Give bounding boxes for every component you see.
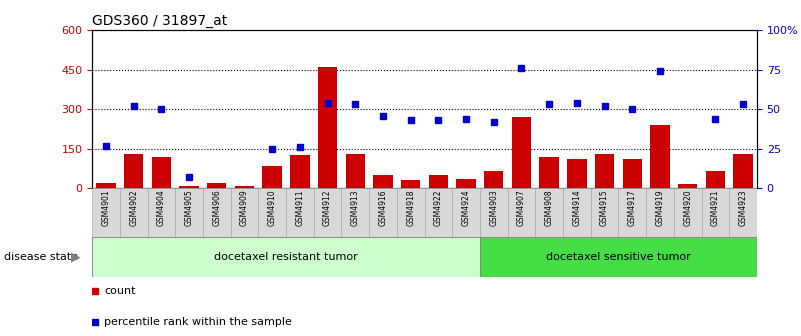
Bar: [92, 237, 480, 277]
Bar: [650, 125, 670, 188]
Text: GSM4915: GSM4915: [600, 190, 609, 226]
Bar: [453, 188, 480, 237]
Bar: [207, 183, 227, 188]
Text: count: count: [104, 286, 135, 296]
Bar: [175, 188, 203, 237]
Bar: [425, 188, 453, 237]
Bar: [706, 171, 725, 188]
Text: GSM4913: GSM4913: [351, 190, 360, 226]
Bar: [540, 157, 559, 188]
Text: GSM4910: GSM4910: [268, 190, 276, 226]
Bar: [263, 166, 282, 188]
Bar: [618, 188, 646, 237]
Text: percentile rank within the sample: percentile rank within the sample: [104, 317, 292, 327]
Text: GSM4907: GSM4907: [517, 190, 526, 226]
Text: GSM4906: GSM4906: [212, 190, 221, 226]
Bar: [179, 186, 199, 188]
Bar: [124, 154, 143, 188]
Text: docetaxel sensitive tumor: docetaxel sensitive tumor: [546, 252, 690, 262]
Text: GSM4909: GSM4909: [240, 190, 249, 226]
Text: ▶: ▶: [70, 251, 80, 263]
Bar: [535, 188, 563, 237]
Bar: [147, 188, 175, 237]
Bar: [235, 185, 254, 188]
Bar: [484, 171, 504, 188]
Bar: [120, 188, 147, 237]
Bar: [96, 183, 115, 188]
Text: GSM4902: GSM4902: [129, 190, 138, 226]
Text: GSM4912: GSM4912: [323, 190, 332, 226]
Bar: [729, 188, 757, 237]
Text: GSM4916: GSM4916: [379, 190, 388, 226]
Text: GDS360 / 31897_at: GDS360 / 31897_at: [92, 14, 227, 28]
Bar: [429, 175, 448, 188]
Bar: [595, 154, 614, 188]
Bar: [401, 180, 421, 188]
Bar: [480, 237, 757, 277]
Bar: [341, 188, 369, 237]
Bar: [563, 188, 590, 237]
Text: GSM4919: GSM4919: [655, 190, 665, 226]
Bar: [151, 157, 171, 188]
Bar: [314, 188, 341, 237]
Bar: [203, 188, 231, 237]
Text: GSM4905: GSM4905: [184, 190, 194, 226]
Text: GSM4921: GSM4921: [711, 190, 720, 226]
Bar: [567, 159, 586, 188]
Bar: [318, 67, 337, 188]
Text: GSM4914: GSM4914: [573, 190, 582, 226]
Bar: [512, 117, 531, 188]
Bar: [369, 188, 396, 237]
Bar: [396, 188, 425, 237]
Bar: [258, 188, 286, 237]
Text: GSM4911: GSM4911: [296, 190, 304, 226]
Bar: [678, 184, 698, 188]
Text: GSM4904: GSM4904: [157, 190, 166, 226]
Bar: [734, 154, 753, 188]
Text: GSM4923: GSM4923: [739, 190, 747, 226]
Bar: [480, 188, 508, 237]
Text: GSM4908: GSM4908: [545, 190, 553, 226]
Text: GSM4918: GSM4918: [406, 190, 415, 226]
Text: GSM4924: GSM4924: [461, 190, 470, 226]
Text: docetaxel resistant tumor: docetaxel resistant tumor: [214, 252, 358, 262]
Text: GSM4917: GSM4917: [628, 190, 637, 226]
Bar: [590, 188, 618, 237]
Bar: [231, 188, 258, 237]
Text: GSM4920: GSM4920: [683, 190, 692, 226]
Bar: [674, 188, 702, 237]
Bar: [622, 159, 642, 188]
Bar: [373, 175, 392, 188]
Text: GSM4901: GSM4901: [102, 190, 111, 226]
Text: GSM4903: GSM4903: [489, 190, 498, 226]
Bar: [702, 188, 729, 237]
Bar: [646, 188, 674, 237]
Bar: [92, 188, 120, 237]
Text: disease state: disease state: [4, 252, 78, 262]
Bar: [457, 179, 476, 188]
Bar: [345, 154, 365, 188]
Bar: [508, 188, 535, 237]
Text: GSM4922: GSM4922: [434, 190, 443, 226]
Bar: [290, 155, 309, 188]
Bar: [286, 188, 314, 237]
